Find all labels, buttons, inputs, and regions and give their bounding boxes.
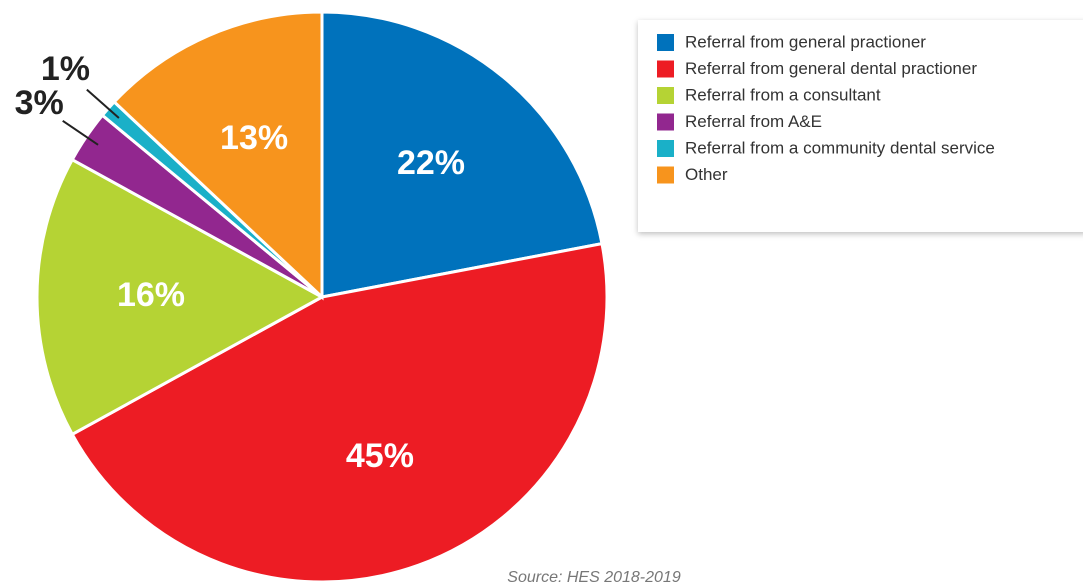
pie-slice	[35, 157, 326, 437]
legend-swatch	[657, 34, 674, 51]
data-label: 16%	[117, 276, 185, 314]
pie-slice	[320, 10, 604, 299]
legend-label: Referral from general practioner	[685, 32, 926, 51]
data-label: 3%	[15, 84, 64, 122]
legend-label: Other	[685, 165, 728, 184]
data-label: 22%	[397, 144, 465, 182]
legend-box	[638, 20, 1083, 232]
pie-slice	[112, 10, 324, 301]
legend-label: Referral from A&E	[685, 112, 822, 131]
data-label: 1%	[41, 50, 90, 88]
legend-swatch	[657, 87, 674, 104]
legend-swatch	[657, 166, 674, 184]
data-label: 45%	[346, 437, 414, 475]
legend-swatch	[657, 140, 674, 157]
legend-swatch	[657, 60, 674, 78]
legend-swatch	[657, 113, 674, 131]
pie-slice	[70, 241, 609, 584]
source: Source: HES 2018-2019	[507, 569, 681, 586]
data-label: 13%	[220, 119, 288, 157]
leader-line	[86, 88, 120, 119]
legend-label: Referral from general dental practioner	[685, 59, 977, 78]
legend-label: Referral from a community dental service	[685, 138, 995, 157]
legend-label: Referral from a consultant	[685, 85, 881, 104]
leader-line	[62, 119, 99, 146]
